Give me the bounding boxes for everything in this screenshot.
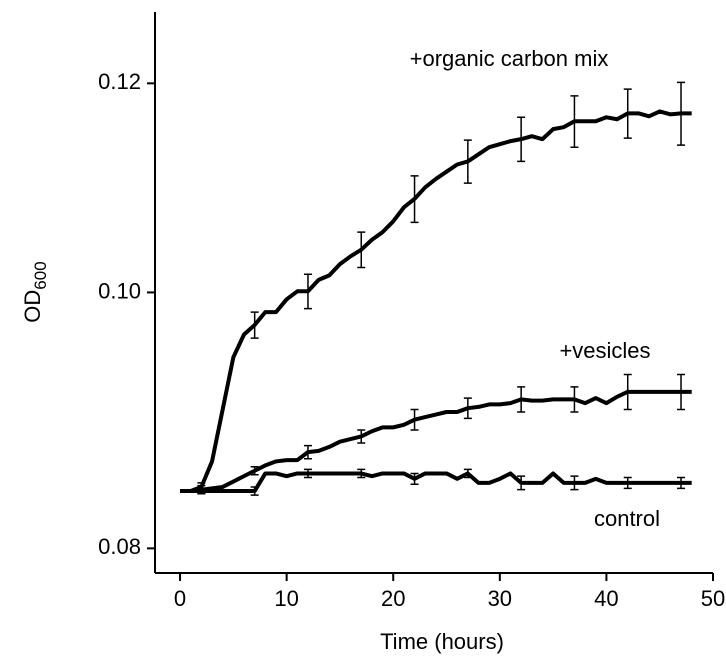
error-bar xyxy=(357,429,366,444)
x-tick-label: 40 xyxy=(594,586,618,611)
error-bar xyxy=(570,475,579,491)
error-bar xyxy=(517,386,526,413)
error-bar xyxy=(570,95,579,148)
error-bar xyxy=(623,373,632,411)
y-axis-label: OD600 xyxy=(20,261,51,322)
error-bar xyxy=(410,175,419,224)
error-bar xyxy=(517,116,526,163)
series-line xyxy=(180,471,692,494)
error-bar xyxy=(250,311,259,339)
error-bar xyxy=(677,476,686,490)
series-label: control xyxy=(594,506,660,531)
error-bar xyxy=(463,468,472,479)
error-bar xyxy=(463,139,472,184)
error-bar xyxy=(677,81,686,146)
y-tick-label: 0.12 xyxy=(98,69,141,94)
error-bar xyxy=(623,476,632,490)
error-bar xyxy=(463,397,472,420)
series-label: +organic carbon mix xyxy=(410,46,609,71)
x-tick-label: 10 xyxy=(274,586,298,611)
y-axis-label-main: OD xyxy=(20,290,45,323)
series-line xyxy=(180,109,692,494)
error-bar xyxy=(677,373,686,411)
error-bar xyxy=(410,472,419,485)
y-tick-label: 0.08 xyxy=(98,534,141,559)
x-tick-label: 0 xyxy=(174,586,186,611)
error-bar xyxy=(357,468,366,479)
x-tick-label: 50 xyxy=(701,586,725,611)
error-bar xyxy=(303,468,312,479)
error-bar xyxy=(303,273,312,310)
error-bar xyxy=(197,487,206,495)
y-tick-label: 0.10 xyxy=(98,278,141,303)
y-axis-label-subscript: 600 xyxy=(31,261,50,289)
error-bar xyxy=(250,486,259,496)
error-bar xyxy=(517,475,526,491)
x-tick-label: 30 xyxy=(488,586,512,611)
error-bar xyxy=(357,231,366,269)
error-bar xyxy=(410,408,419,431)
series-label: +vesicles xyxy=(559,338,650,363)
series-line xyxy=(180,389,692,494)
error-bar xyxy=(623,88,632,139)
x-axis-label: Time (hours) xyxy=(380,629,504,654)
x-tick-label: 20 xyxy=(381,586,405,611)
error-bar xyxy=(570,386,579,413)
error-bar xyxy=(303,444,312,460)
error-bar xyxy=(250,466,259,476)
y-axis-label-group: OD600 xyxy=(20,261,51,322)
